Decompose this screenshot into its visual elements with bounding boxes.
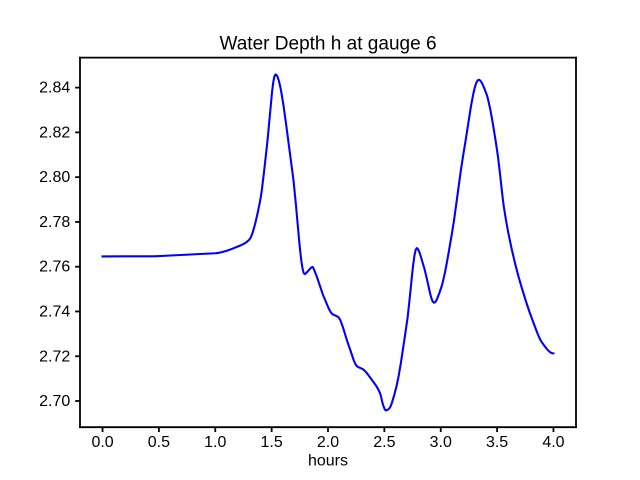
svg-text:2.84: 2.84 [39, 80, 70, 97]
svg-text:2.5: 2.5 [373, 434, 395, 451]
svg-text:2.0: 2.0 [317, 434, 339, 451]
svg-text:Water Depth h at gauge 6: Water Depth h at gauge 6 [219, 33, 436, 54]
svg-text:2.74: 2.74 [39, 304, 70, 321]
svg-text:4.0: 4.0 [542, 434, 564, 451]
svg-text:2.72: 2.72 [39, 348, 70, 365]
svg-text:1.5: 1.5 [261, 434, 283, 451]
svg-text:3.5: 3.5 [486, 434, 508, 451]
svg-text:2.78: 2.78 [39, 214, 70, 231]
svg-text:2.80: 2.80 [39, 169, 70, 186]
svg-text:0.5: 0.5 [148, 434, 170, 451]
svg-text:3.0: 3.0 [430, 434, 452, 451]
svg-text:2.70: 2.70 [39, 393, 70, 410]
svg-text:2.76: 2.76 [39, 259, 70, 276]
svg-text:0.0: 0.0 [91, 434, 113, 451]
svg-text:2.82: 2.82 [39, 124, 70, 141]
svg-text:1.0: 1.0 [204, 434, 226, 451]
svg-text:hours: hours [308, 452, 348, 469]
